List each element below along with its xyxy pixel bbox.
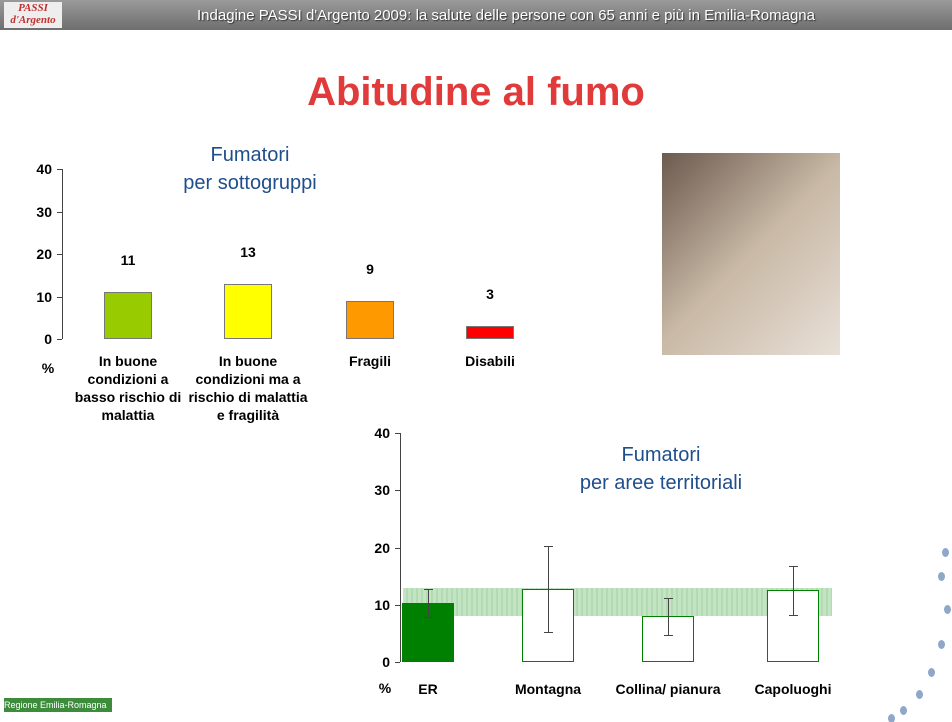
tick-mark (57, 254, 62, 255)
error-bar (548, 545, 549, 633)
decor-dot (944, 605, 951, 614)
chart-title: Fumatori (210, 144, 290, 166)
bar (402, 603, 454, 662)
decor-dot (916, 690, 923, 699)
error-cap (789, 565, 798, 567)
region-logo: Regione Emilia-Romagna (4, 698, 112, 712)
y-tick-label: 10 (374, 596, 390, 613)
data-label: 13 (240, 243, 256, 260)
x-tick-label: Collina/ pianura (615, 681, 721, 697)
y-axis-label: % (41, 360, 55, 376)
y-tick-label: 0 (382, 654, 390, 670)
y-tick-label: 40 (36, 161, 52, 177)
error-cap (424, 617, 433, 619)
y-axis-label: % (378, 680, 392, 696)
y-tick-label: 20 (374, 539, 390, 556)
x-tick-label: In buone condizioni ma a rischio di mala… (188, 353, 308, 423)
error-bar (793, 565, 794, 616)
logo: PASSI d'Argento (4, 2, 62, 28)
y-tick-label: 30 (36, 203, 52, 220)
photo (662, 153, 840, 355)
y-tick-label: 40 (374, 425, 390, 441)
y-tick-label: 20 (36, 246, 52, 262)
x-tick-label: Capoluoghi (754, 681, 832, 697)
tick-mark (395, 490, 400, 492)
error-cap (544, 545, 553, 547)
decor-dot (888, 714, 895, 722)
decor-dot (900, 706, 907, 715)
tick-mark (57, 339, 62, 340)
x-tick-label: ER (418, 681, 438, 697)
decor-dot (938, 640, 945, 649)
tick-mark (395, 604, 400, 606)
decor-dot (942, 548, 949, 557)
bar (466, 326, 514, 339)
error-cap (664, 634, 673, 636)
tick-mark (395, 433, 400, 434)
error-bar (428, 589, 429, 618)
error-cap (424, 589, 433, 591)
bar (346, 300, 394, 339)
y-axis (400, 433, 401, 662)
bar (104, 292, 152, 339)
data-label: 3 (486, 286, 494, 303)
bar (224, 283, 272, 339)
tick-mark (395, 547, 400, 549)
y-axis (62, 169, 63, 339)
chart-title: per aree territoriali (579, 472, 743, 494)
chart-title: Fumatori (621, 444, 701, 466)
chart-title: per sottogruppi (183, 172, 317, 194)
tick-mark (57, 169, 62, 170)
error-cap (544, 632, 553, 634)
tick-mark (57, 211, 62, 213)
reference-band (403, 587, 832, 617)
decor-dot (928, 668, 935, 677)
error-cap (664, 597, 673, 599)
y-tick-label: 30 (374, 482, 390, 499)
y-tick-label: 0 (44, 331, 52, 347)
x-tick-label: Disabili (465, 353, 515, 369)
data-label: 11 (120, 252, 136, 269)
bar (642, 616, 694, 662)
error-cap (789, 615, 798, 617)
slide-title: Abitudine al fumo (307, 70, 645, 114)
data-label: 9 (366, 260, 374, 277)
tick-mark (395, 662, 400, 663)
header-text: Indagine PASSI d'Argento 2009: la salute… (197, 7, 815, 24)
error-bar (668, 597, 669, 635)
x-tick-label: In buone condizioni a basso rischio di m… (74, 353, 182, 423)
x-tick-label: Montagna (514, 681, 582, 697)
header-bar (0, 0, 952, 30)
x-tick-label: Fragili (348, 353, 391, 369)
decor-dot (938, 572, 945, 581)
tick-mark (57, 296, 62, 298)
y-tick-label: 10 (36, 288, 52, 305)
